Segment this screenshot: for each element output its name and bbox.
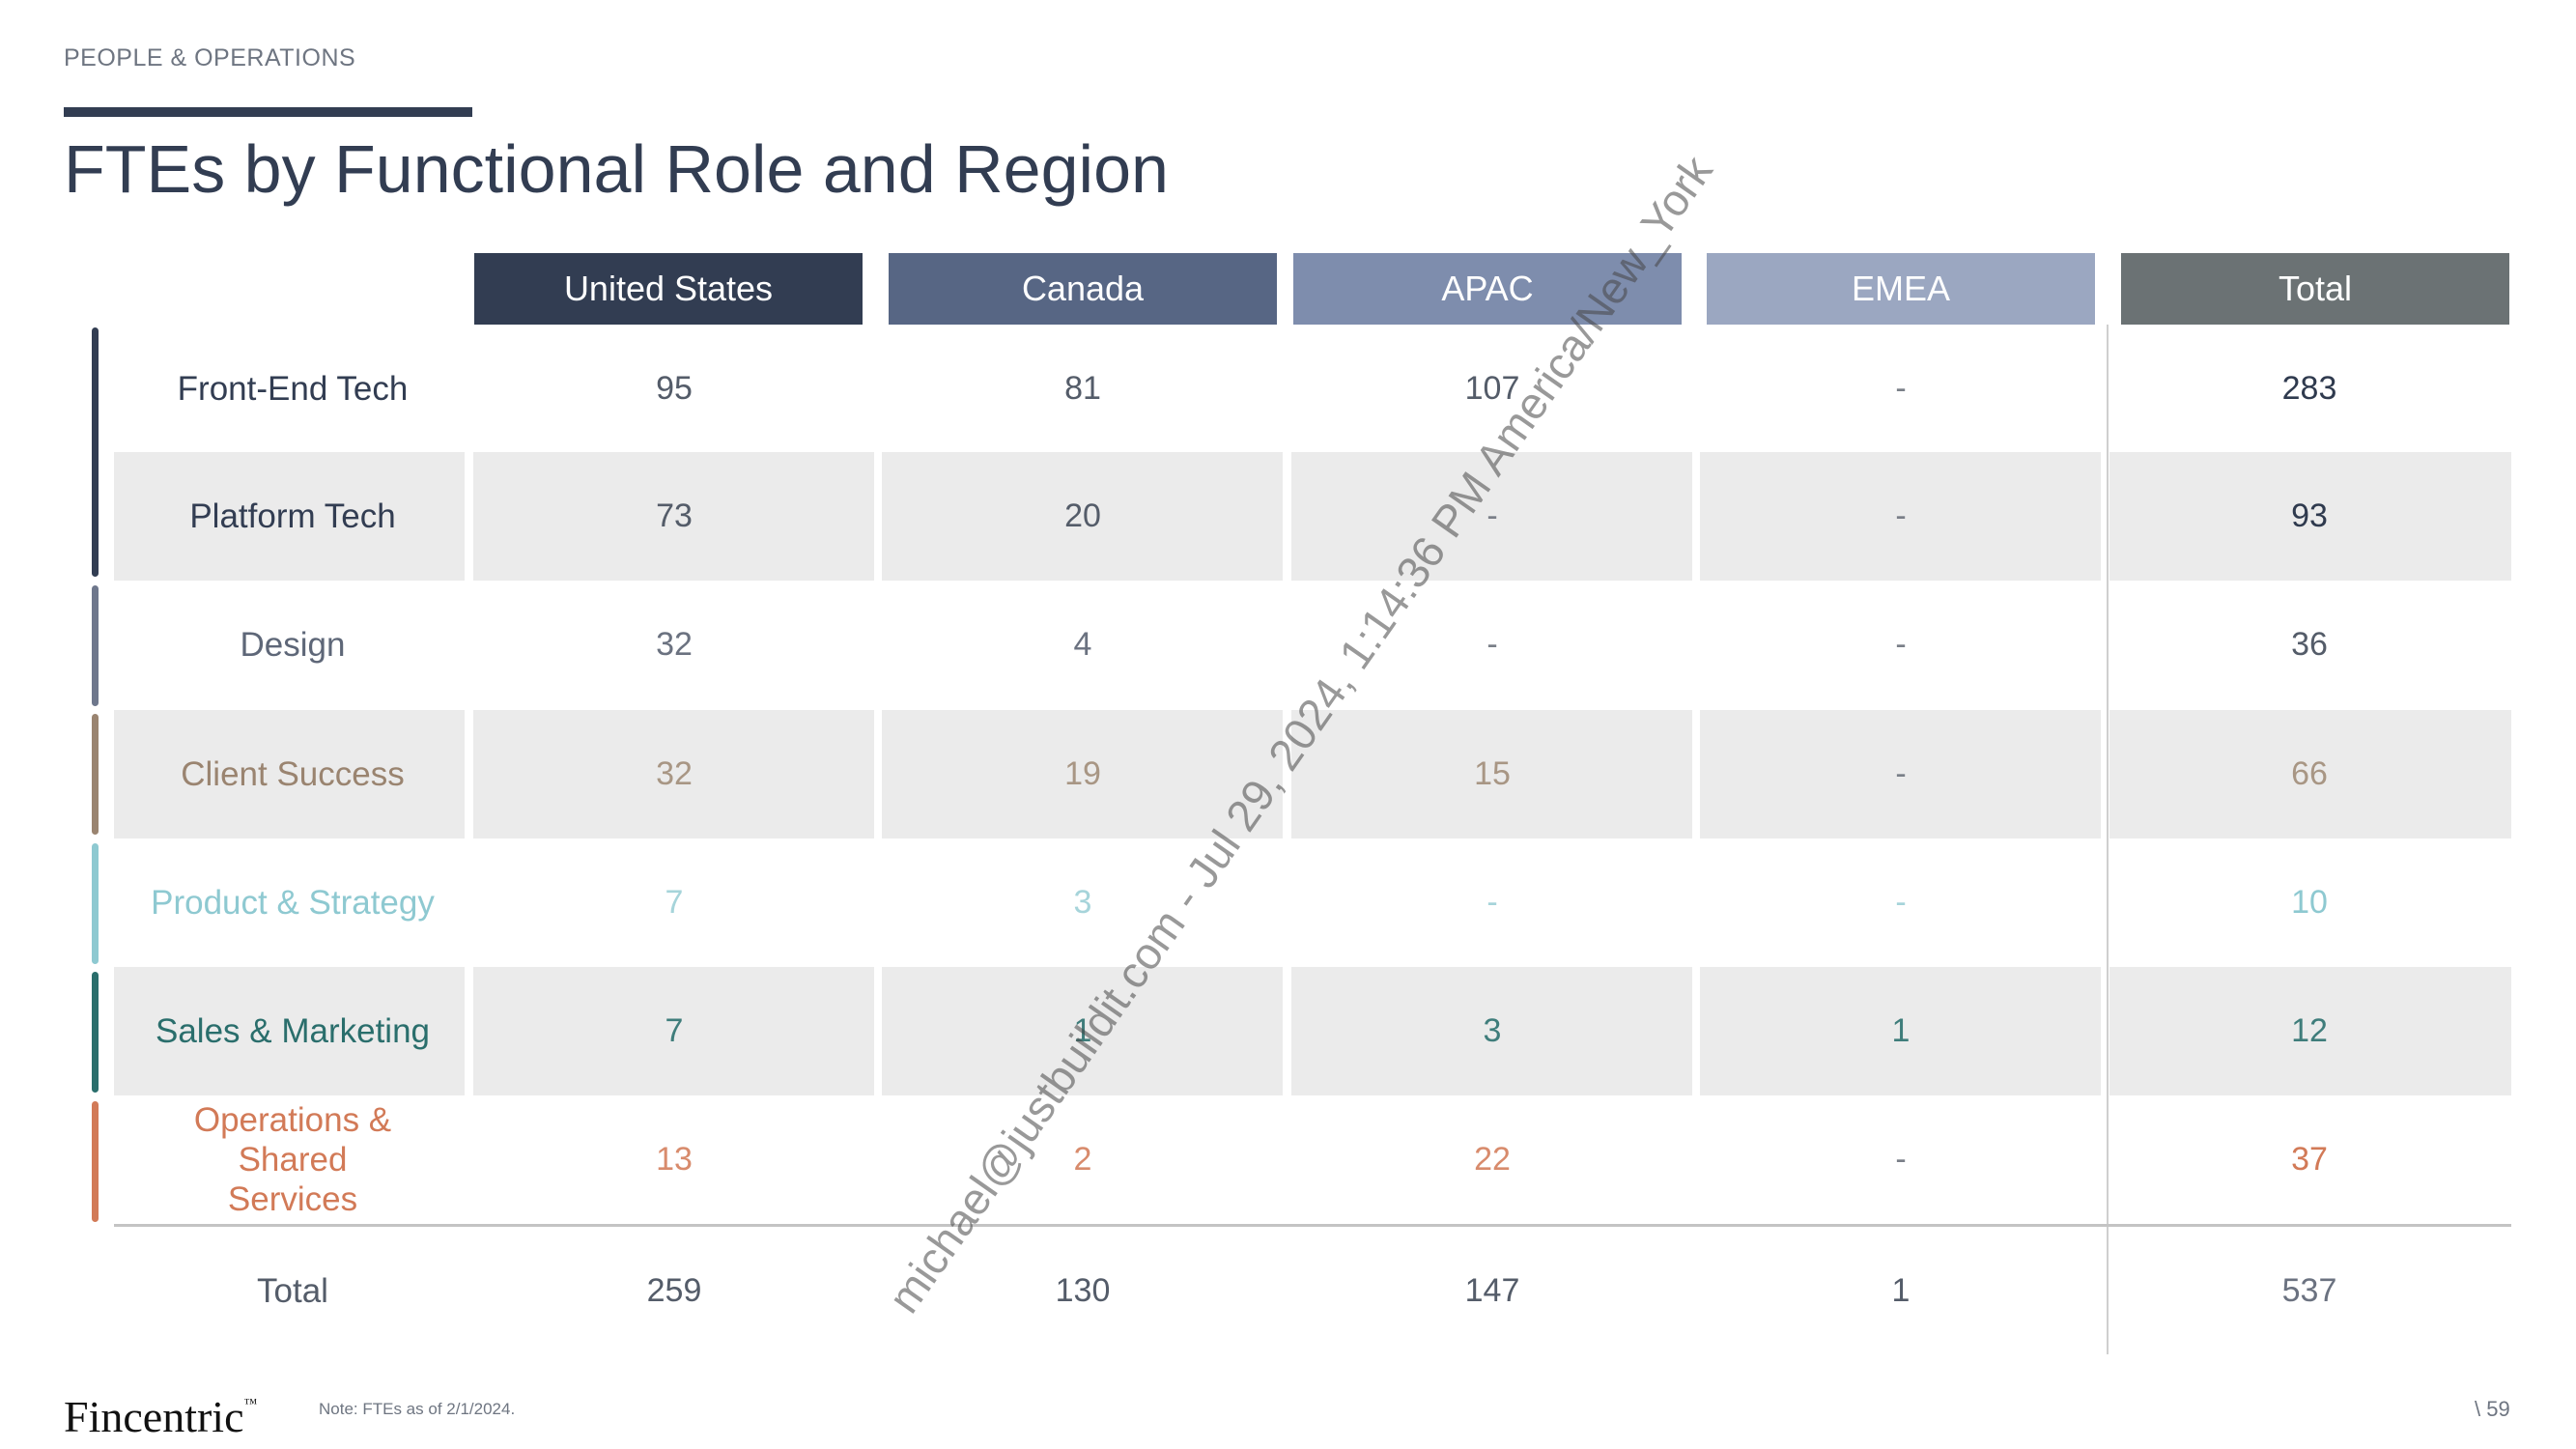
table-cell: 66 — [2291, 755, 2328, 792]
table-cell: 7 — [665, 1012, 684, 1049]
row-band — [1700, 967, 2101, 1095]
table-cell: 22 — [1474, 1141, 1511, 1178]
table-cell: 95 — [656, 370, 693, 407]
column-header: Canada — [889, 253, 1277, 325]
table-cell: 3 — [1483, 1012, 1502, 1049]
row-label: Platform Tech — [189, 497, 396, 535]
row-band — [114, 710, 465, 838]
table-cell: - — [1895, 1141, 1907, 1178]
row-band — [1291, 452, 1692, 581]
column-header: EMEA — [1707, 253, 2095, 325]
table-cell: 36 — [2291, 626, 2328, 663]
table-cell: 1 — [1891, 1012, 1911, 1049]
row-band — [1291, 967, 1692, 1095]
table-cell: - — [1895, 884, 1907, 921]
column-header: United States — [474, 253, 863, 325]
table-cell: - — [1895, 497, 1907, 534]
row-accent-bar — [92, 585, 99, 706]
row-label: Front-End Tech — [177, 370, 409, 408]
row-band — [882, 710, 1283, 838]
table-cell: 37 — [2291, 1141, 2328, 1178]
row-band — [882, 967, 1283, 1095]
page-title: FTEs by Functional Role and Region — [64, 131, 1169, 207]
table-cell: 81 — [1064, 370, 1101, 407]
column-header: APAC — [1293, 253, 1682, 325]
table-cell: 13 — [656, 1141, 693, 1178]
row-band — [1700, 452, 2101, 581]
row-band — [473, 452, 874, 581]
row-accent-bar — [92, 1101, 99, 1222]
row-label: Design — [240, 626, 346, 664]
total-row-divider — [114, 1224, 2511, 1227]
table-cell: 2 — [1073, 1141, 1092, 1178]
total-cell: 130 — [1055, 1272, 1111, 1309]
total-column-divider — [2107, 325, 2109, 1354]
total-cell: 259 — [646, 1272, 702, 1309]
section-eyebrow: PEOPLE & OPERATIONS — [64, 44, 356, 71]
row-label: Sales & Marketing — [155, 1012, 431, 1050]
row-band — [473, 967, 874, 1095]
row-accent-bar — [92, 843, 99, 964]
table-cell: - — [1486, 884, 1498, 921]
table-cell: - — [1486, 497, 1498, 534]
fincentric-logo: Fincentric™ — [64, 1392, 258, 1441]
table-cell: 10 — [2291, 884, 2328, 921]
table-cell: 7 — [665, 884, 684, 921]
table-cell: 12 — [2291, 1012, 2328, 1049]
total-row-label: Total — [257, 1272, 328, 1310]
table-cell: 4 — [1073, 626, 1092, 663]
table-cell: 19 — [1064, 755, 1101, 792]
row-band — [1291, 710, 1692, 838]
table-cell: 20 — [1064, 497, 1101, 534]
row-band — [2109, 452, 2511, 581]
table-cell: - — [1895, 370, 1907, 407]
total-cell: 1 — [1891, 1272, 1911, 1309]
table-cell: 15 — [1474, 755, 1511, 792]
row-label: Operations & Shared Services — [193, 1101, 392, 1218]
table-cell: 93 — [2291, 497, 2328, 534]
row-band — [2109, 710, 2511, 838]
table-cell: - — [1895, 626, 1907, 663]
row-band — [1700, 710, 2101, 838]
title-rule — [64, 107, 472, 117]
table-cell: 1 — [1073, 1012, 1092, 1049]
table-cell: 3 — [1073, 884, 1092, 921]
table-cell: 283 — [2281, 370, 2337, 407]
row-accent-bar — [92, 972, 99, 1093]
table-cell: 73 — [656, 497, 693, 534]
column-header: Total — [2121, 253, 2509, 325]
table-cell: 32 — [656, 626, 693, 663]
row-label: Product & Strategy — [151, 884, 435, 922]
footnote: Note: FTEs as of 2/1/2024. — [319, 1400, 516, 1418]
table-cell: - — [1895, 755, 1907, 792]
row-band — [2109, 967, 2511, 1095]
total-cell: 537 — [2281, 1272, 2337, 1309]
row-accent-bar — [92, 327, 99, 577]
total-cell: 147 — [1464, 1272, 1520, 1309]
row-band — [114, 967, 465, 1095]
row-band — [114, 452, 465, 581]
table-cell: 32 — [656, 755, 693, 792]
row-band — [882, 452, 1283, 581]
row-accent-bar — [92, 714, 99, 835]
table-cell: 107 — [1464, 370, 1520, 407]
table-cell: - — [1486, 626, 1498, 663]
page-number: \ 59 — [2475, 1397, 2510, 1421]
row-band — [473, 710, 874, 838]
row-label: Client Success — [181, 755, 405, 793]
